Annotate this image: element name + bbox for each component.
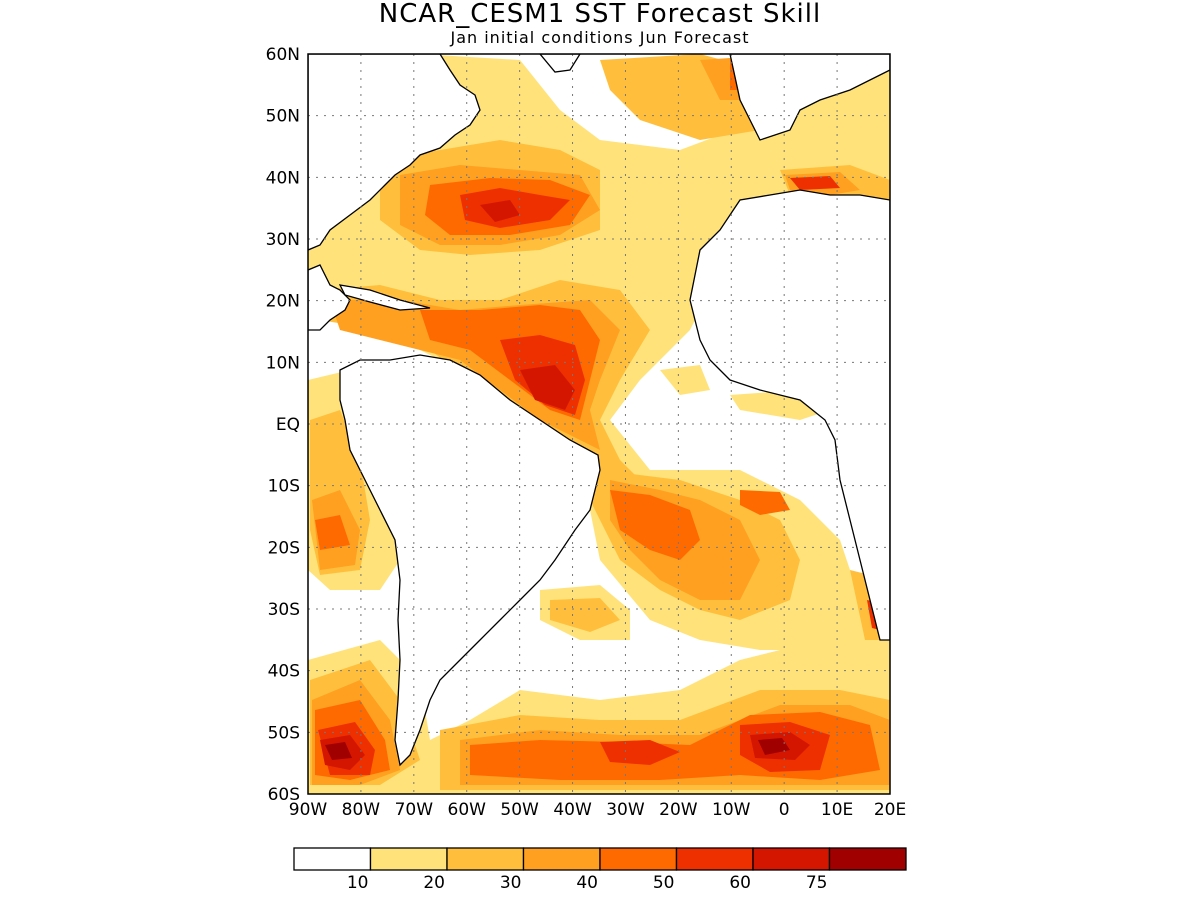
colorbar-label: 50 [653,873,675,893]
gridlines [308,54,890,794]
lat-tick-label: 40S [268,662,300,682]
colorbar-label: 10 [347,873,369,893]
lat-tick-label: 20N [266,292,300,312]
colorbar: 10 20 30 40 50 60 75 [293,847,907,893]
colorbar-swatch [828,847,907,871]
colorbar-swatch [522,847,601,871]
chart-subtitle: Jan initial conditions Jun Forecast [450,28,750,47]
colorbar-label: 75 [806,873,828,893]
longitude-labels: 90W 80W 70W 60W 50W 40W 30W 20W 10W 0 10E 20E [289,800,906,820]
lon-tick-label: 30W [606,800,645,820]
colorbar-label: 20 [423,873,445,893]
chart-title: NCAR_CESM1 SST Forecast Skill [378,0,822,29]
colorbar-label: 30 [500,873,522,893]
lon-tick-label: 10E [821,800,853,820]
lon-tick-label: 70W [395,800,434,820]
lon-tick-label: 40W [553,800,592,820]
skill-field [308,54,890,794]
lat-tick-label: 10N [266,353,300,373]
lon-tick-label: 20W [659,800,698,820]
lat-tick-label: EQ [276,415,300,435]
colorbar-swatch [599,847,678,871]
lat-tick-label: 30S [268,600,300,620]
colorbar-swatch [675,847,754,871]
colorbar-label: 60 [729,873,751,893]
colorbar-swatch [293,847,372,871]
colorbar-swatch [446,847,525,871]
lon-tick-label: 90W [289,800,328,820]
skill-level-75 [325,738,790,760]
lat-tick-label: 50N [266,107,300,127]
colorbar-label: 40 [576,873,598,893]
colorbar-swatch [752,847,831,871]
lat-tick-label: 30N [266,230,300,250]
lon-tick-label: 20E [874,800,906,820]
colorbar-swatch [369,847,448,871]
lat-tick-label: 50S [268,723,300,743]
lat-tick-label: 60S [268,785,300,805]
lon-tick-label: 0 [779,800,790,820]
land-masses [308,54,890,767]
lon-tick-label: 10W [712,800,751,820]
map-frame [307,53,891,795]
lon-tick-label: 60W [448,800,487,820]
lon-tick-label: 80W [342,800,381,820]
lat-tick-label: 60N [266,45,300,65]
lon-tick-label: 50W [500,800,539,820]
lat-tick-label: 20S [268,538,300,558]
lat-tick-label: 40N [266,168,300,188]
lat-tick-label: 10S [268,477,300,497]
latitude-labels: 60N 50N 40N 30N 20N 10N EQ 10S 20S 30S 40S 50S 60S [266,45,300,805]
